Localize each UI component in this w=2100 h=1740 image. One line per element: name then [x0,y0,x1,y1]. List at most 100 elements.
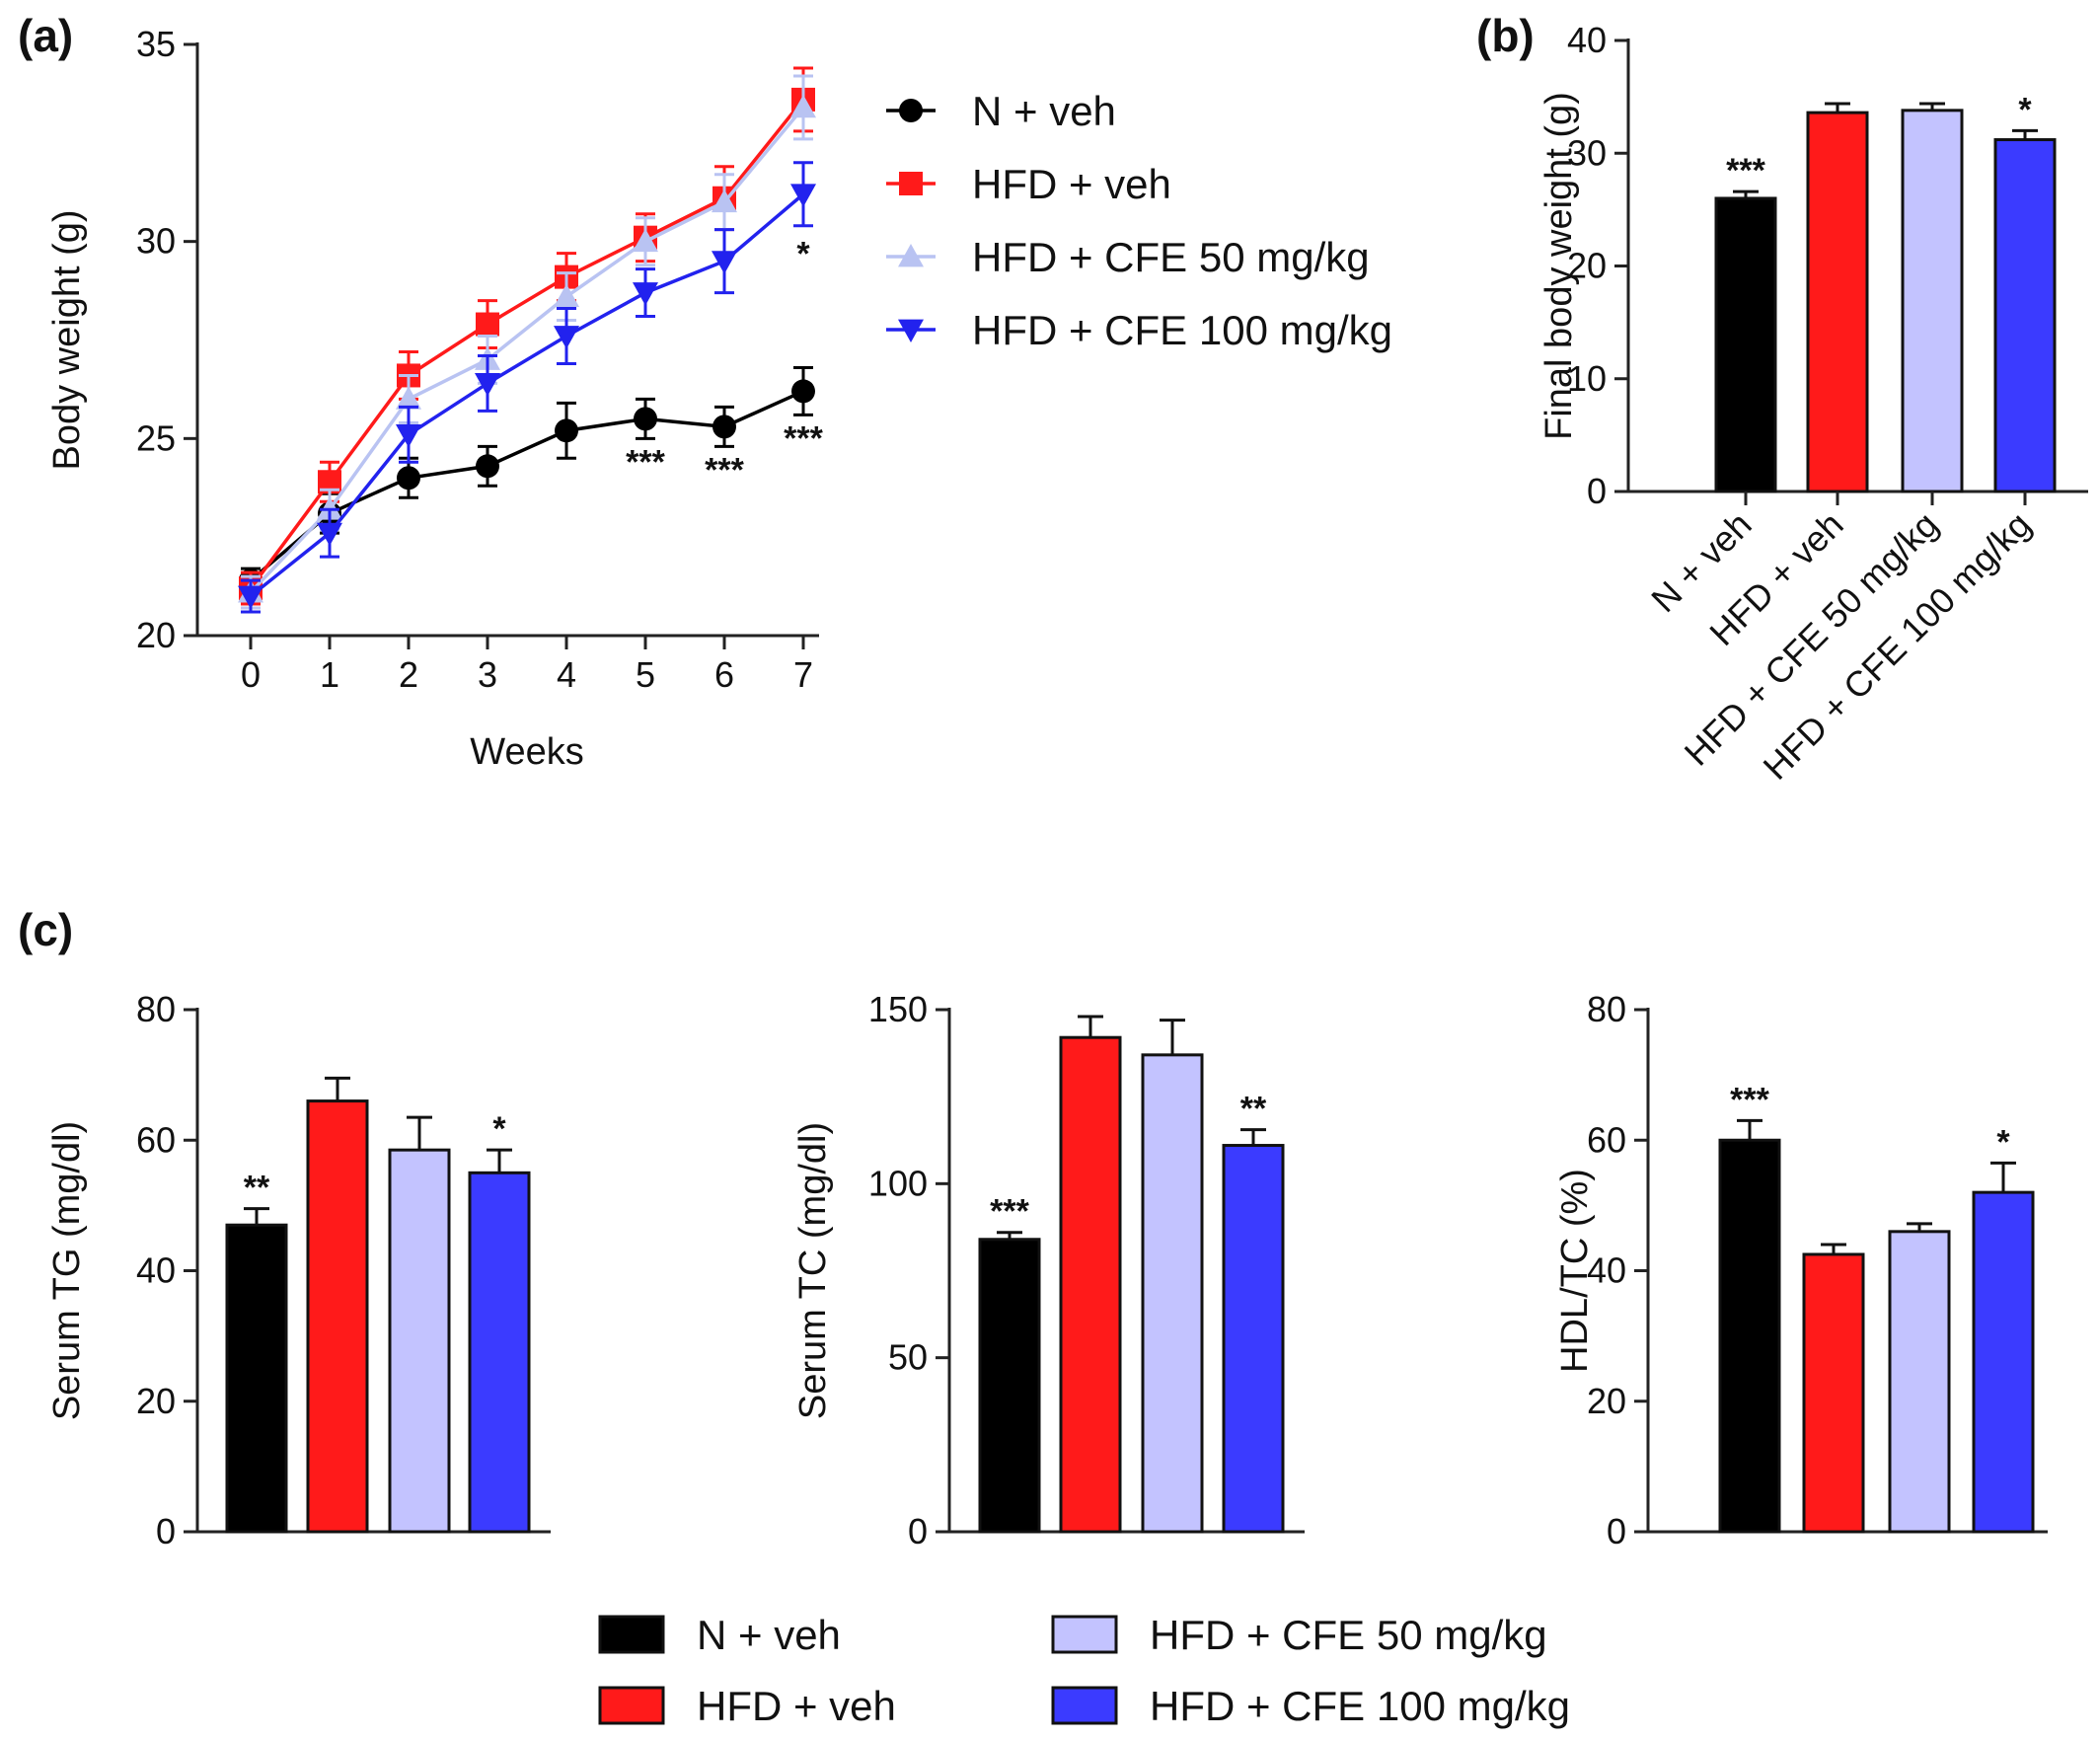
legend-label: HFD + veh [972,161,1171,207]
panel-a-legend: N + veh HFD + veh HFD + CFE 50 mg/kg HFD + … [886,88,1392,353]
data-point [790,94,816,118]
bar [1972,1190,2035,1534]
legend-marker [899,172,923,195]
panel-a-x-tick-label: 3 [478,654,497,695]
series-line [249,192,805,598]
data-point [554,326,579,349]
panel-c3-y-tick-label: 40 [1587,1250,1626,1291]
bar [978,1238,1041,1534]
panel-label-b: (b) [1476,10,1535,61]
panel-c1-y-tick-label: 80 [136,989,176,1029]
panel-c2-y-tick-label: 100 [868,1163,928,1203]
legend-label: N + veh [697,1612,841,1658]
panel-c1-y-tick-label: 20 [136,1381,176,1421]
data-point [791,379,815,404]
panel-b-y-tick-label: 0 [1587,471,1607,511]
panel-a-x-tick-label: 2 [399,654,418,695]
panel-c3-y-tick-label: 20 [1587,1381,1626,1421]
panel-c3-y-tick-label: 0 [1607,1511,1626,1551]
significance-marker: ** [244,1170,270,1207]
panel-c1-y-tick-label: 60 [136,1119,176,1160]
bar [1802,1252,1865,1534]
bar [1222,1144,1285,1534]
panel-a-y-tick-label: 25 [136,417,176,458]
bar [1806,111,1869,493]
data-point [397,466,420,491]
legend-swatch [1051,1686,1118,1725]
legend-label: HFD + CFE 50 mg/kg [972,234,1370,280]
panel-a-y-tick-label: 35 [136,24,176,64]
legend-label: N + veh [972,88,1116,134]
data-point [476,454,499,479]
panel-a-x-axis-title: Weeks [470,731,583,773]
panel-c1-y-tick-label: 0 [156,1511,176,1551]
panel-a-x-tick-label: 5 [636,654,655,695]
data-point [476,312,499,337]
legend-marker [898,244,924,267]
panel-label-c: (c) [18,904,73,955]
significance-marker: *** [784,419,823,457]
panel-b-y-tick-label: 40 [1567,20,1607,60]
panel-c2-y-tick-label: 150 [868,989,928,1029]
panel-a-y-axis-title: Body weight (g) [46,209,88,470]
panel-c3-y-tick-label: 80 [1587,989,1626,1029]
significance-marker: ** [1240,1091,1267,1128]
panel-a-line-chart: (a) 20 25 30 35 Body weight (g) 0 1 2 3 4 5 6 7 Weeks *… [18,10,1392,773]
data-point [633,282,658,306]
data-point [317,522,342,547]
panel-b-y-tick-label: 10 [1567,358,1607,399]
data-point [790,184,816,207]
legend-label: HFD + veh [697,1683,896,1729]
panel-a-y-tick-label: 20 [136,615,176,655]
significance-marker: *** [990,1193,1029,1231]
data-point [475,373,500,397]
legend-label: HFD + CFE 50 mg/kg [1150,1612,1547,1658]
bar [225,1223,288,1534]
panel-c3-y-axis-title: HDL/TC (%) [1554,1169,1596,1373]
bar [1718,1138,1781,1534]
significance-marker: * [2018,91,2032,128]
significance-marker: *** [1726,152,1765,189]
data-point [396,386,421,410]
series-4: * [238,161,816,614]
significance-marker: *** [626,443,665,481]
panel-a-x-tick-label: 6 [714,654,734,695]
data-point [712,251,737,274]
bar [468,1171,531,1534]
data-point [238,585,263,610]
legend-swatch [598,1615,665,1654]
panel-a-x-tick-label: 4 [557,654,576,695]
data-point [554,283,579,307]
significance-marker: *** [705,451,744,489]
significance-marker: * [1996,1123,2010,1161]
series-line [249,389,804,582]
data-point [633,228,658,253]
bar [1059,1035,1122,1534]
bar [1888,1230,1951,1534]
significance-marker: *** [1730,1081,1769,1118]
series-line [249,98,805,590]
legend-swatch [1051,1615,1118,1654]
panel-c3-y-tick-label: 60 [1587,1119,1626,1160]
significance-marker: * [492,1110,506,1148]
data-point [712,189,737,213]
bar [388,1148,451,1534]
panel-a-x-tick-label: 0 [241,654,261,695]
legend-marker [899,99,923,122]
panel-c1-y-tick-label: 40 [136,1250,176,1291]
bar-legend: N + veh HFD + veh HFD + CFE 50 mg/kg HFD + … [598,1612,1570,1729]
panel-label-a: (a) [18,10,73,61]
bar [1714,196,1777,493]
data-point [396,423,421,448]
panel-a-x-tick-label: 1 [320,654,339,695]
data-point [634,407,657,431]
bar [1993,138,2057,493]
series-line [249,106,805,594]
bar [1141,1053,1204,1534]
legend-marker [898,319,924,342]
significance-marker: * [796,236,810,273]
